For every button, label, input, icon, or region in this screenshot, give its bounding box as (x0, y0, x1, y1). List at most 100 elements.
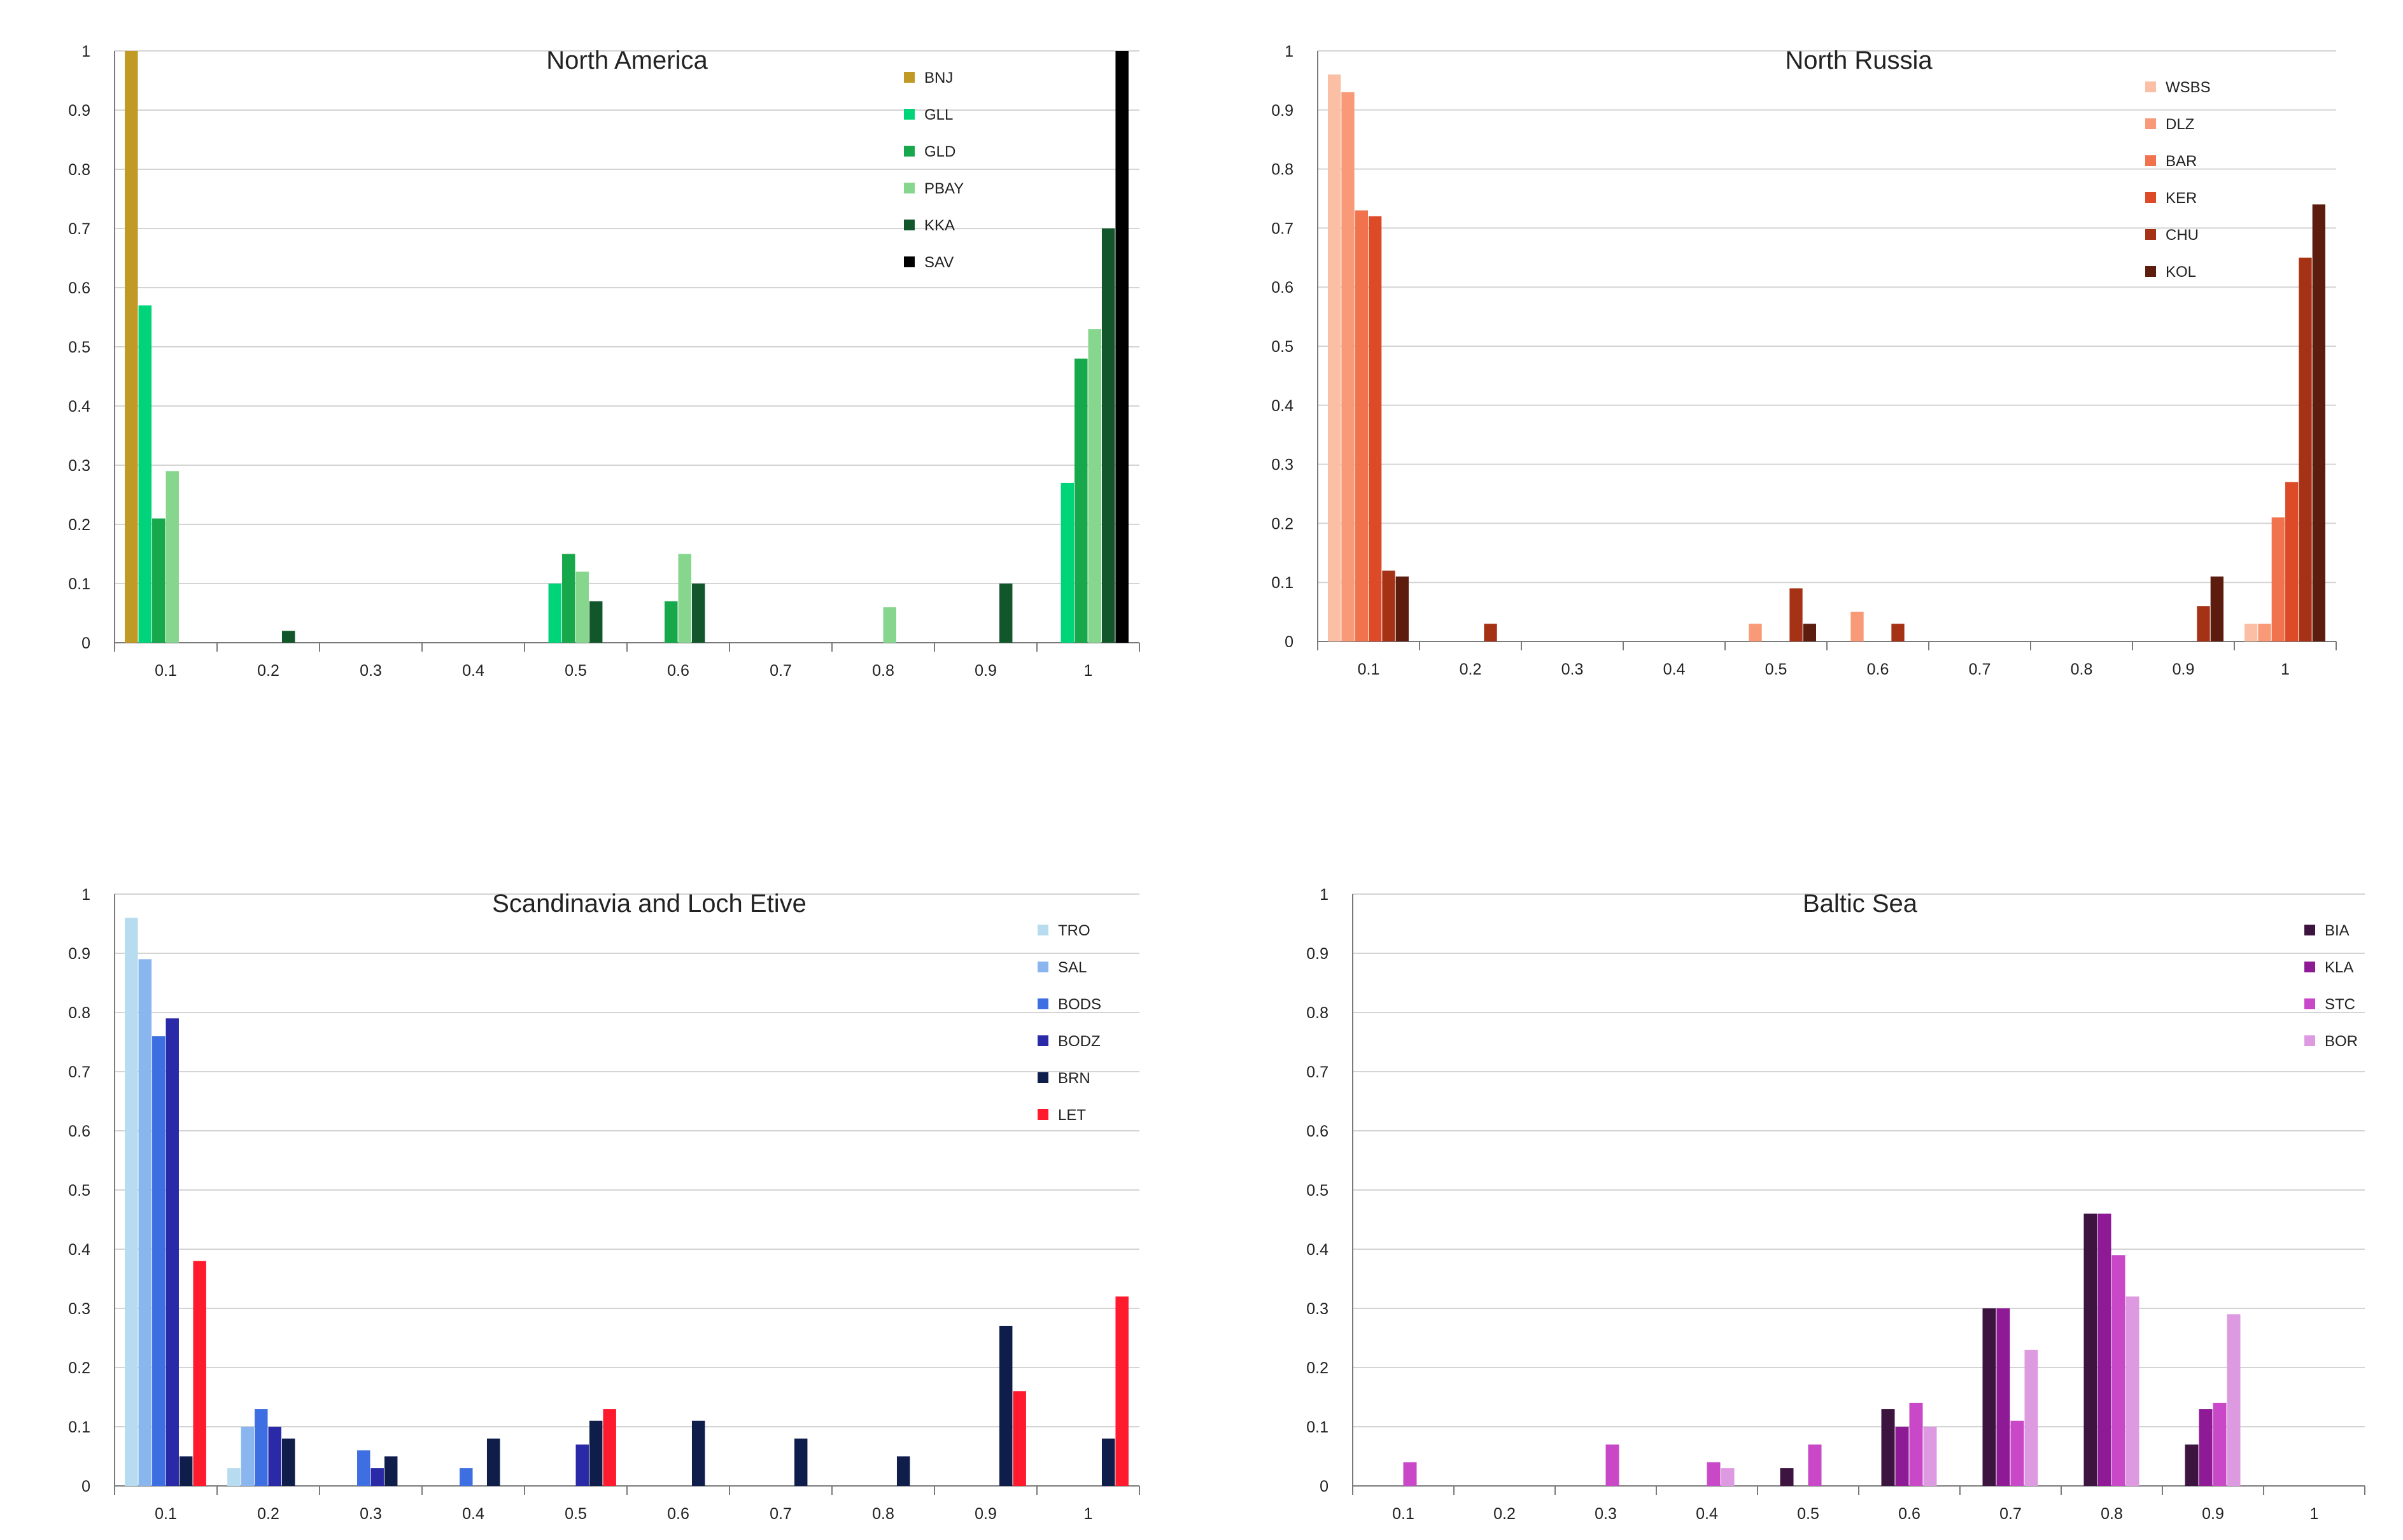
x-tick-label: 1 (2310, 1505, 2319, 1523)
bar-stc-0-6 (1909, 1403, 1923, 1486)
y-axis: 0 0.1 0.2 0.3 0.4 0.5 0.6 0.7 0.8 0.9 1 (1306, 886, 1353, 1495)
bar-wsbs-0-1 (1328, 74, 1341, 642)
bar-brn-0-5 (589, 1420, 603, 1486)
legend-swatch-gld (904, 146, 915, 157)
chart-north-america-svg: 00.10.20.30.40.50.60.70.80.910.1 0.2 0.3 0.… (68, 43, 1140, 680)
bar-dlz-0-5 (1749, 624, 1762, 641)
y-tick-label: 0 (81, 634, 90, 652)
y-tick-label: 0.2 (1271, 515, 1293, 533)
x-tick-label: 1 (1084, 662, 1093, 680)
x-tick-label: 0.1 (1358, 661, 1380, 678)
y-tick-label: 0.8 (68, 1004, 90, 1022)
bar-stc-0-3 (1605, 1444, 1619, 1486)
bar-bia-0-8 (2083, 1214, 2097, 1486)
legend-swatch-wsbs (2145, 81, 2156, 92)
legend-label-kka: KKA (924, 217, 955, 234)
gridlines (115, 50, 1139, 643)
bar-wsbs-1 (2244, 624, 2258, 641)
y-tick-label: 0.6 (68, 279, 90, 297)
bar-bor-0-4 (1721, 1468, 1735, 1486)
bar-bodz-0-5 (575, 1444, 589, 1486)
y-tick-label: 0.5 (68, 1182, 90, 1200)
legend-label-bodz: BODZ (1058, 1033, 1101, 1050)
bar-bar-1 (2271, 517, 2285, 641)
bar-brn-0-7 (794, 1438, 808, 1486)
bar-bodz-0-1 (166, 1018, 179, 1486)
y-tick-label: 0.1 (1271, 574, 1293, 592)
x-axis: 0.1 0.2 0.3 0.4 0.5 0.6 0.7 0.8 0.9 1 (1352, 1486, 2365, 1523)
legend-label-gld: GLD (924, 143, 955, 160)
legend-swatch-bods (1038, 998, 1048, 1009)
bar-brn-0-9 (999, 1326, 1013, 1486)
x-tick-label: 0.5 (565, 1505, 587, 1523)
x-tick-label: 0.2 (257, 1505, 279, 1523)
y-tick-label: 0.9 (68, 945, 90, 963)
bar-stc-0-8 (2111, 1255, 2125, 1486)
x-tick-label: 0.5 (1765, 661, 1787, 678)
bar-gld-0-5 (562, 554, 575, 643)
legend-label-pbay: PBAY (924, 180, 964, 197)
y-tick-label: 0.2 (68, 1359, 90, 1377)
bars (125, 51, 1129, 643)
legend-label-dlz: DLZ (2166, 116, 2194, 133)
legend-label-let: LET (1058, 1107, 1086, 1124)
y-tick-label: 0.5 (1271, 338, 1293, 356)
y-tick-label: 0.2 (68, 516, 90, 534)
legend-label-bor: BOR (2325, 1033, 2358, 1050)
bar-chu-0-2 (1484, 624, 1497, 641)
bar-kka-0-2 (281, 631, 295, 643)
bar-stc-0-7 (2010, 1420, 2024, 1486)
y-tick-label: 0.5 (1306, 1182, 1328, 1200)
x-tick-label: 1 (2281, 661, 2290, 678)
y-tick-label: 0.8 (1271, 161, 1293, 179)
legend-swatch-stc (2304, 998, 2315, 1009)
bars (1328, 74, 2325, 642)
bar-pbay-0-6 (678, 554, 691, 643)
x-tick-label: 0.5 (1797, 1505, 1819, 1523)
bar-bia-0-5 (1780, 1468, 1794, 1486)
bar-brn-0-3 (384, 1456, 398, 1486)
x-tick-label: 0.8 (2101, 1505, 2123, 1523)
x-tick-label: 0.2 (257, 662, 279, 680)
x-tick-label: 0.3 (1561, 661, 1584, 678)
chart-baltic-sea-svg: 00.10.20.30.40.50.60.70.80.910.1 0.2 0.3 0.… (1306, 886, 2365, 1523)
bar-stc-0-1 (1403, 1462, 1417, 1486)
legend-label-wsbs: WSBS (2166, 79, 2211, 96)
legend-swatch-kol (2145, 266, 2156, 277)
bar-kla-0-7 (1996, 1308, 2010, 1486)
bar-chu-0-5 (1789, 588, 1803, 641)
chart-title: North America (546, 46, 708, 74)
x-tick-label: 0.6 (667, 1505, 689, 1523)
y-tick-label: 0.9 (1271, 102, 1293, 120)
bar-brn-1 (1101, 1438, 1115, 1486)
legend-swatch-bia (2304, 925, 2315, 935)
x-tick-label: 0.3 (360, 1505, 382, 1523)
bar-chu-0-9 (2197, 606, 2210, 641)
y-tick-label: 0.4 (1306, 1241, 1328, 1259)
x-tick-label: 0.7 (770, 1505, 792, 1523)
legend-swatch-bnj (904, 72, 915, 83)
chart-baltic-sea: 0 0.1 0.2 0.3 0.4 0.5 0.6 0.7 0.8 0.9 1 0.1 0.2 0.3 0.… (1209, 802, 2403, 1540)
x-tick-label: 0.7 (1999, 1505, 2022, 1523)
bar-bods-0-3 (357, 1450, 370, 1486)
legend-label-kla: KLA (2325, 959, 2353, 976)
y-tick-label: 0.8 (68, 161, 90, 179)
bar-kol-1 (2312, 204, 2325, 641)
bar-brn-0-6 (691, 1420, 705, 1486)
bar-bor-0-9 (2227, 1314, 2241, 1486)
bar-kol-0-5 (1803, 624, 1816, 641)
bar-pbay-1 (1088, 329, 1101, 643)
legend-swatch-brn (1038, 1072, 1048, 1083)
x-tick-label: 0.9 (975, 662, 997, 680)
bar-bor-0-6 (1923, 1427, 1937, 1486)
y-tick-label: 0.4 (1271, 397, 1293, 415)
x-axis: 0.1 0.2 0.3 0.4 0.5 0.6 0.7 0.8 0.9 1 (114, 1486, 1140, 1523)
legend-label-sav: SAV (924, 254, 954, 271)
bar-kka-1 (1101, 228, 1115, 643)
legend-label-bar: BAR (2166, 153, 2197, 170)
bar-dlz-1 (2258, 624, 2271, 641)
x-tick-label: 0.9 (2202, 1505, 2224, 1523)
y-tick-label: 0.6 (68, 1123, 90, 1140)
bar-gll-0-1 (138, 305, 152, 643)
y-tick-label: 0.3 (68, 457, 90, 475)
